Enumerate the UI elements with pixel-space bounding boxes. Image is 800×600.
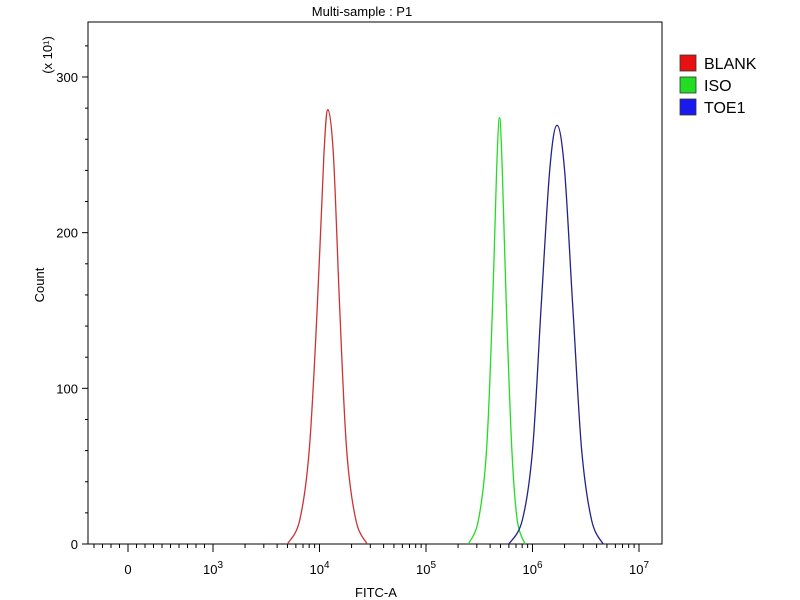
legend-label-toe1: TOE1 (704, 100, 746, 117)
x-axis-label: FITC-A (355, 585, 397, 600)
y-axis: 0 100 200 300 (56, 45, 88, 552)
series-line-toe1 (508, 124, 604, 545)
legend-label-blank: BLANK (704, 56, 757, 73)
series-layer (286, 109, 604, 545)
y-tick-label: 0 (71, 537, 78, 552)
x-tick-label: 105 (416, 560, 436, 577)
legend-swatch-iso (679, 76, 697, 94)
y-tick-label: 200 (56, 226, 78, 241)
x-tick-label: 0 (124, 562, 131, 577)
y-tick-label: 100 (56, 381, 78, 396)
y-axis-label: Count (32, 267, 47, 302)
chart-title: Multi-sample : P1 (312, 4, 412, 19)
series-line-iso (467, 116, 526, 545)
x-tick-label: 106 (522, 560, 542, 577)
y-tick-label: 300 (56, 70, 78, 85)
y-multiplier-label: (x 10¹) (40, 36, 55, 74)
x-axis: 0 103 104 105 106 107 (93, 544, 649, 577)
legend: BLANK ISO TOE1 (679, 54, 757, 117)
legend-label-iso: ISO (704, 78, 732, 95)
x-tick-label: 103 (203, 560, 223, 577)
legend-swatch-toe1 (679, 98, 697, 116)
x-tick-label: 107 (629, 560, 649, 577)
legend-swatch-blank (679, 54, 697, 72)
x-tick-label: 104 (309, 560, 329, 577)
plot-frame (87, 21, 663, 545)
series-line-blank (286, 109, 368, 545)
